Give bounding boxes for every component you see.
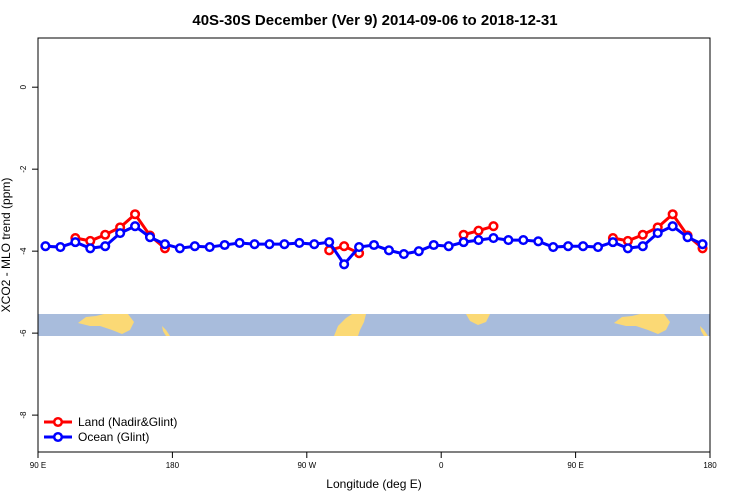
point bbox=[264, 239, 275, 250]
legend-label: Land (Nadir&Glint) bbox=[78, 415, 177, 429]
x-tick-label: 90 E bbox=[30, 461, 46, 470]
point bbox=[682, 232, 693, 243]
point bbox=[324, 237, 335, 248]
point bbox=[383, 245, 394, 256]
point bbox=[70, 237, 81, 248]
plot-frame bbox=[37, 37, 711, 453]
x-tick-label: 90 E bbox=[567, 461, 583, 470]
point bbox=[204, 241, 215, 253]
point bbox=[607, 237, 618, 248]
point bbox=[473, 225, 484, 236]
point bbox=[592, 241, 604, 253]
x-axis-label: Longitude (deg E) bbox=[326, 477, 421, 491]
y-axis-label: XCO2 - MLO trend (ppm) bbox=[0, 178, 13, 313]
point bbox=[488, 232, 499, 244]
point bbox=[473, 235, 484, 246]
point bbox=[622, 243, 633, 254]
point bbox=[637, 241, 648, 252]
point bbox=[219, 239, 230, 251]
point bbox=[578, 241, 589, 252]
point bbox=[130, 221, 141, 232]
y-tick-label: -2 bbox=[19, 165, 28, 173]
point bbox=[174, 243, 185, 254]
point bbox=[518, 235, 529, 246]
point bbox=[652, 228, 663, 239]
point bbox=[697, 239, 708, 250]
point bbox=[115, 228, 126, 239]
chart-title: 40S-30S December (Ver 9) 2014-09-06 to 2… bbox=[192, 12, 557, 29]
point bbox=[100, 229, 111, 240]
point bbox=[144, 232, 156, 243]
point bbox=[667, 209, 678, 220]
point bbox=[548, 241, 559, 253]
point bbox=[413, 246, 424, 257]
point bbox=[443, 241, 454, 252]
point bbox=[294, 237, 305, 249]
point bbox=[368, 239, 380, 251]
point bbox=[503, 235, 514, 246]
y-tick-label: -4 bbox=[19, 247, 28, 255]
point bbox=[458, 237, 469, 248]
point bbox=[563, 241, 574, 252]
point bbox=[159, 239, 170, 250]
point bbox=[428, 239, 439, 251]
legend-marker bbox=[52, 431, 64, 443]
point bbox=[339, 259, 350, 270]
y-tick-label: -6 bbox=[19, 329, 28, 337]
point bbox=[309, 239, 320, 250]
point bbox=[667, 221, 678, 232]
point bbox=[354, 241, 365, 253]
point bbox=[85, 243, 96, 254]
map-strip bbox=[38, 314, 710, 336]
point bbox=[40, 241, 51, 252]
x-tick-label: 90 W bbox=[297, 461, 316, 470]
point bbox=[189, 241, 200, 252]
point bbox=[234, 237, 245, 249]
point bbox=[398, 248, 409, 260]
legend-marker bbox=[52, 416, 64, 428]
legend-label: Ocean (Glint) bbox=[78, 430, 149, 444]
point bbox=[100, 241, 111, 252]
point bbox=[249, 239, 260, 250]
y-tick-label: 0 bbox=[19, 84, 28, 89]
point bbox=[339, 241, 350, 252]
x-tick-label: 180 bbox=[166, 461, 180, 470]
point bbox=[130, 209, 141, 220]
x-tick-label: 0 bbox=[439, 461, 444, 470]
point bbox=[55, 241, 66, 253]
point bbox=[533, 236, 544, 247]
point bbox=[488, 221, 499, 232]
x-tick-label: 180 bbox=[703, 461, 717, 470]
point bbox=[279, 239, 290, 250]
point bbox=[637, 229, 648, 240]
y-tick-label: -8 bbox=[19, 411, 28, 419]
